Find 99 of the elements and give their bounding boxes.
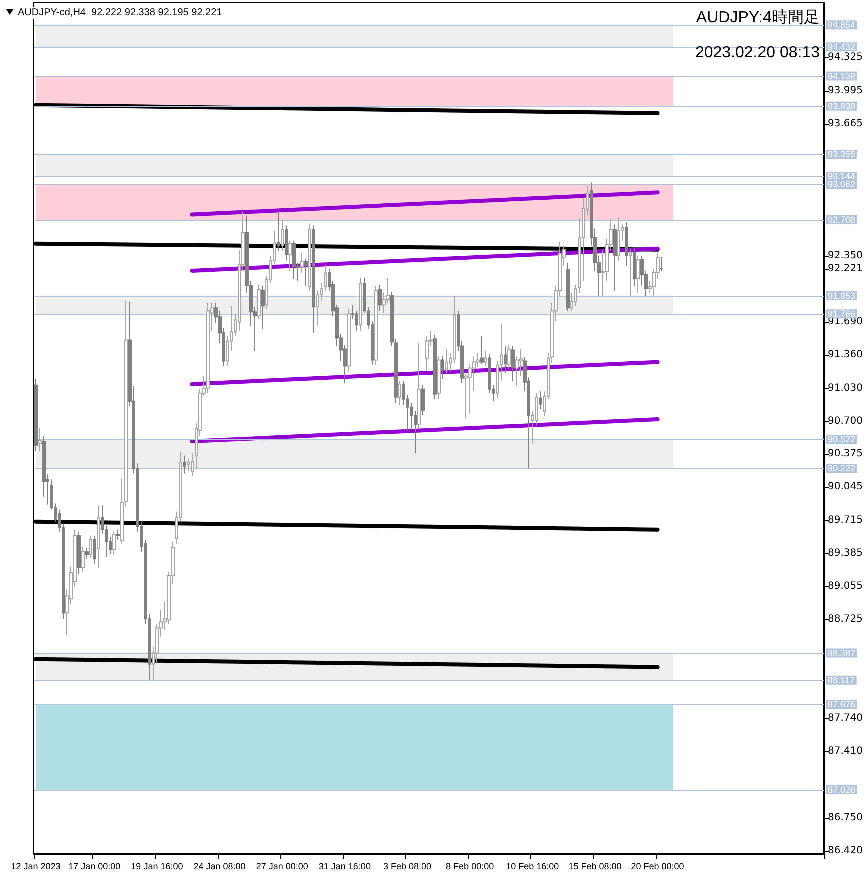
y-tick-label: 90.700	[828, 416, 863, 427]
y-tick-label: 89.715	[828, 514, 863, 526]
x-tick-label: 31 Jan 16:00	[318, 862, 371, 872]
candlestick	[359, 277, 362, 332]
candlestick	[480, 336, 484, 365]
ref-line-label: 87.028	[828, 784, 856, 795]
annotation: AUDJPY:4時間足	[696, 8, 820, 26]
candlestick	[34, 378, 38, 452]
ref-line-label: 93.062	[828, 180, 856, 190]
ref-line-label: 87.876	[828, 699, 856, 710]
x-tick-label: 27 Jan 00:00	[256, 862, 308, 872]
candlestick	[398, 380, 401, 406]
candlestick	[257, 284, 261, 320]
y-tick-label: 88.725	[828, 614, 863, 626]
candlestick	[566, 262, 570, 312]
candlestick	[312, 225, 315, 334]
ref-line-label: 93.838	[828, 101, 856, 112]
ref-line-label: 88.117	[828, 675, 855, 686]
candlestick	[308, 223, 311, 292]
chart-title: AUDJPY-cd,H4 92.222 92.338 92.195 92.221	[18, 8, 223, 18]
candlestick	[288, 240, 292, 272]
y-tick-label: 93.665	[828, 118, 863, 130]
y-tick-label: 92.350	[828, 250, 863, 262]
candlestick	[347, 308, 351, 372]
candlestick	[183, 455, 186, 474]
y-tick-label: 91.360	[828, 350, 863, 361]
candlestick	[277, 210, 280, 252]
y-tick-label: 94.325	[828, 52, 863, 64]
candlestick	[617, 217, 620, 262]
candlestick	[625, 222, 628, 266]
y-tick-label: 87.410	[828, 746, 863, 758]
candlestick	[81, 546, 85, 573]
candlestick	[281, 219, 284, 252]
candlestick	[511, 346, 515, 382]
ref-line-label: 93.144	[828, 172, 856, 182]
y-tick-label: 91.030	[828, 382, 863, 394]
candlestick	[97, 505, 100, 568]
candlestick	[539, 390, 542, 410]
ref-line-label: 94.138	[828, 71, 856, 82]
x-tick-label: 20 Feb 00:00	[631, 862, 684, 872]
candlestick	[433, 334, 437, 400]
candlestick	[285, 225, 288, 262]
ref-line-label: 90.522	[828, 434, 856, 445]
candlestick	[324, 264, 327, 292]
candlestick	[77, 531, 81, 575]
candlestick	[441, 356, 444, 380]
candlestick	[504, 346, 507, 374]
candlestick	[484, 350, 487, 367]
y-tick-label: 89.385	[828, 548, 863, 559]
ref-line-label: 90.232	[828, 464, 856, 474]
candlestick	[421, 384, 425, 416]
ref-line-label: 93.355	[828, 150, 856, 160]
y-tick-label: 87.740	[828, 713, 863, 724]
x-tick-label: 19 Jan 16:00	[131, 862, 184, 872]
candlestick	[191, 453, 194, 478]
candlestick	[261, 286, 265, 330]
ref-line-label: 94.432	[828, 42, 856, 52]
candlestick	[38, 428, 42, 452]
candlestick	[417, 342, 421, 430]
candlestick	[507, 344, 511, 370]
candlestick	[112, 531, 116, 556]
ref-line-label: 91.953	[828, 291, 856, 302]
y-tick-label: 86.750	[828, 812, 863, 824]
candlestick	[292, 240, 296, 280]
candlestick	[445, 348, 448, 374]
candlestick	[574, 284, 577, 307]
candlestick	[206, 302, 210, 394]
ref-line-label: 92.708	[828, 214, 856, 225]
candlestick	[437, 356, 441, 400]
ref-line-label: 94.654	[828, 20, 856, 30]
candlestick	[633, 247, 636, 286]
x-tick-label: 15 Feb 08:00	[568, 862, 622, 872]
candlestick	[116, 529, 120, 540]
x-tick-label: 8 Feb 00:00	[446, 862, 494, 872]
y-tick-label: 90.375	[828, 448, 863, 460]
y-tick-label: 86.420	[828, 845, 863, 856]
candlestick	[89, 535, 92, 558]
y-tick-label: 93.995	[828, 85, 863, 96]
x-tick-label: 24 Jan 08:00	[194, 862, 246, 872]
candlestick	[613, 224, 617, 292]
candlestick	[304, 258, 308, 286]
y-tick-label: 92.221	[828, 263, 863, 274]
annotation: 2023.02.20 08:13	[695, 44, 820, 62]
ref-line-label: 91.766	[828, 309, 856, 320]
candlestick	[629, 248, 632, 297]
candlestick	[93, 535, 96, 564]
candlestick	[636, 255, 640, 294]
candlestick	[300, 252, 304, 274]
x-tick-label: 17 Jan 00:00	[68, 862, 121, 872]
x-tick-label: 3 Feb 08:00	[383, 862, 432, 872]
y-tick-label: 90.045	[828, 482, 863, 493]
y-tick-label: 89.055	[828, 581, 863, 592]
candlestick	[374, 286, 378, 366]
candlestick	[660, 256, 663, 272]
x-tick-label: 10 Feb 16:00	[506, 862, 560, 872]
candlestick	[378, 284, 382, 312]
x-tick-label: 12 Jan 2023	[11, 862, 61, 872]
ref-line-label: 88.387	[828, 648, 856, 658]
candlestick	[85, 547, 89, 560]
